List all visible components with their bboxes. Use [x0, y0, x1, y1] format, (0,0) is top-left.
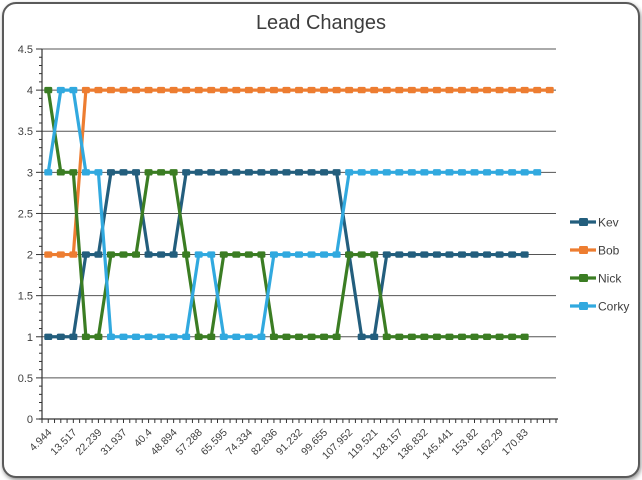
- x-tick-label: 31.937: [98, 427, 129, 458]
- x-tick-label: 82.836: [249, 427, 280, 458]
- series-kev-markers[interactable]: [44, 169, 529, 340]
- series-corky-markers[interactable]: [44, 86, 542, 340]
- legend-label: Corky: [598, 300, 629, 314]
- legend[interactable]: Kev Bob Nick Corky: [570, 216, 629, 314]
- x-tick-label: 170.83: [500, 427, 531, 458]
- y-tick-label: 2.5: [18, 208, 33, 220]
- y-tick-label: 3: [27, 167, 33, 179]
- x-tick-label: 74.334: [224, 427, 255, 458]
- y-tick-label: 1.5: [18, 291, 33, 303]
- x-tick-label: 91.232: [274, 427, 305, 458]
- series-bob[interactable]: [44, 86, 554, 258]
- series-corky[interactable]: [44, 86, 542, 340]
- legend-marker-icon: [579, 302, 588, 310]
- x-tick-label: 57.288: [174, 427, 205, 458]
- legend-label: Nick: [598, 272, 622, 286]
- legend-label: Bob: [598, 244, 620, 258]
- y-tick-label: 1: [27, 332, 33, 344]
- y-tick-label: 4.5: [18, 44, 33, 56]
- lead-changes-chart: 0 0.5 1 1.5 2 2.5 3 3.5 4 4.5 4.94413.51722.23931.…: [18, 44, 630, 462]
- series-corky-line[interactable]: [46, 88, 538, 339]
- legend-label: Kev: [598, 216, 619, 230]
- chart-title[interactable]: Lead Changes: [255, 12, 387, 34]
- legend-marker-icon: [579, 274, 588, 282]
- x-tick-label: 22.239: [73, 427, 104, 458]
- x-tick-label: 153.82: [449, 427, 480, 458]
- y-tick-label: 0: [27, 414, 33, 426]
- x-tick-label: 13.517: [48, 427, 79, 458]
- x-tick-label: 162.29: [475, 427, 506, 458]
- y-axis[interactable]: 0 0.5 1 1.5 2 2.5 3 3.5 4 4.5: [18, 44, 43, 426]
- x-tick-label: 65.595: [199, 427, 230, 458]
- legend-marker-icon: [579, 218, 588, 226]
- gridlines: [42, 48, 556, 379]
- y-tick-label: 4: [27, 85, 33, 97]
- series-kev[interactable]: [44, 169, 529, 340]
- series-nick-markers[interactable]: [44, 86, 529, 340]
- legend-item-nick[interactable]: Nick: [570, 272, 622, 286]
- series-bob-markers[interactable]: [44, 86, 554, 258]
- x-tick-label: 48.894: [149, 427, 180, 458]
- legend-marker-icon: [579, 246, 588, 254]
- series-nick[interactable]: [44, 86, 529, 340]
- legend-item-bob[interactable]: Bob: [570, 244, 620, 258]
- y-tick-label: 0.5: [18, 373, 33, 385]
- y-tick-label: 2: [27, 250, 33, 262]
- y-tick-label: 3.5: [18, 126, 33, 138]
- legend-item-corky[interactable]: Corky: [570, 300, 629, 314]
- legend-item-kev[interactable]: Kev: [570, 216, 619, 230]
